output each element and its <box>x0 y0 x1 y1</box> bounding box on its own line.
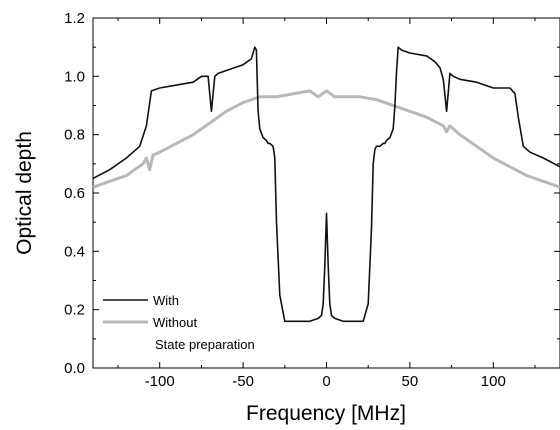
x-axis-title: Frequency [MHz] <box>246 402 406 425</box>
y-tick-label: 0.6 <box>64 185 85 202</box>
y-tick-label: 1.0 <box>64 68 85 85</box>
x-tick-label: -100 <box>145 373 175 390</box>
series-line-without <box>92 89 560 189</box>
x-tick-label: 50 <box>402 373 419 390</box>
x-tick-label: -50 <box>232 373 254 390</box>
y-tick-label: 0.8 <box>64 127 85 144</box>
x-tick-label: 0 <box>322 373 330 390</box>
y-tick-label: 0.4 <box>64 243 85 260</box>
x-tick-label: 100 <box>481 373 506 390</box>
series-line-with <box>92 46 560 323</box>
y-tick-label: 1.2 <box>64 10 85 27</box>
y-tick-label: 0.2 <box>64 302 85 319</box>
legend-note: State preparation <box>155 337 255 352</box>
y-axis-title: Optical depth <box>13 131 36 255</box>
series-layer <box>92 46 560 323</box>
legend-label-with: With <box>153 293 179 308</box>
legend-label-without: Without <box>153 315 197 330</box>
tick-layer: -100 -50 0 50 100 0.0 0.2 0.4 0.6 0.8 1.0 1.2 <box>64 10 560 390</box>
legend: With Without State preparation <box>103 293 255 352</box>
y-tick-label: 0.0 <box>64 360 85 377</box>
